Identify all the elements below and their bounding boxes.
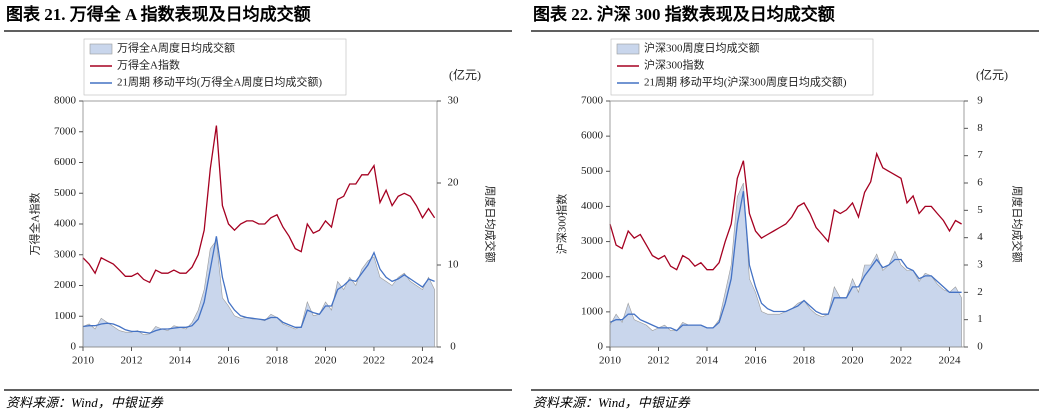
x-tick-label: 2016 <box>744 355 767 367</box>
legend-label: 万得全A周度日均成交额 <box>117 41 235 55</box>
y-tick-label: 6000 <box>581 130 604 142</box>
x-tick-label: 2024 <box>411 355 434 367</box>
y-tick-label: 5000 <box>581 165 604 177</box>
y-tick-label: 6000 <box>54 156 77 168</box>
y-tick-label: 1000 <box>581 305 604 317</box>
y2-unit: (亿元) <box>976 67 1008 82</box>
chart-title: 图表 21. 万得全 A 指数表现及日均成交额 <box>6 4 311 24</box>
x-tick-label: 2022 <box>363 355 385 367</box>
x-tick-label: 2010 <box>72 355 95 367</box>
y2-tick-label: 3 <box>977 259 983 271</box>
y2-tick-label: 0 <box>977 341 983 353</box>
y2-tick-label: 30 <box>448 95 460 107</box>
index-line <box>82 125 436 284</box>
x-tick-label: 2018 <box>793 355 816 367</box>
y-axis-label: 万得全A指数 <box>28 193 42 256</box>
legend-label: 21周期 移动平均(沪深300周度日均成交额) <box>644 75 847 89</box>
x-tick-label: 2012 <box>647 355 669 367</box>
y2-tick-label: 2 <box>977 286 983 298</box>
x-tick-label: 2020 <box>841 355 864 367</box>
y2-tick-label: 1 <box>977 313 983 325</box>
y2-tick-label: 5 <box>977 204 983 216</box>
y2-tick-label: 6 <box>977 177 983 189</box>
x-tick-label: 2010 <box>599 355 622 367</box>
y-tick-label: 7000 <box>581 95 604 107</box>
source-note: 资料来源：Wind，中银证券 <box>533 395 691 410</box>
y2-axis-label: 周度日均成交额 <box>483 186 497 263</box>
y-tick-label: 8000 <box>54 95 77 107</box>
y2-tick-label: 7 <box>977 149 983 161</box>
y-tick-label: 3000 <box>54 248 77 260</box>
legend-frame <box>83 38 347 96</box>
x-tick-label: 2014 <box>169 355 192 367</box>
legend-label: 21周期 移动平均(万得全A周度日均成交额) <box>117 75 322 89</box>
y-tick-label: 2000 <box>54 279 77 291</box>
y-tick-label: 5000 <box>54 187 77 199</box>
y-tick-label: 2000 <box>581 270 604 282</box>
ma-line <box>82 236 435 334</box>
y2-unit: (亿元) <box>449 67 481 82</box>
y2-tick-label: 9 <box>977 95 983 107</box>
y-tick-label: 7000 <box>54 125 77 137</box>
source-note: 资料来源：Wind，中银证券 <box>6 395 164 410</box>
y2-tick-label: 10 <box>448 259 460 271</box>
y-tick-label: 0 <box>71 341 77 353</box>
x-tick-label: 2020 <box>314 355 337 367</box>
y2-tick-label: 0 <box>450 341 456 353</box>
x-tick-label: 2022 <box>890 355 912 367</box>
ma-line <box>609 191 962 332</box>
x-tick-label: 2024 <box>938 355 961 367</box>
x-tick-label: 2014 <box>696 355 719 367</box>
y2-tick-label: 20 <box>448 177 460 189</box>
y2-tick-label: 4 <box>977 231 983 243</box>
y-tick-label: 3000 <box>581 235 604 247</box>
y-tick-label: 4000 <box>581 200 604 212</box>
legend-label: 沪深300指数 <box>644 58 705 72</box>
y-axis-label: 沪深300指数 <box>555 194 569 255</box>
legend-frame <box>610 38 874 96</box>
y2-tick-label: 8 <box>977 122 983 134</box>
legend-label: 万得全A指数 <box>117 58 180 72</box>
legend-swatch <box>616 43 640 55</box>
legend-label: 沪深300周度日均成交额 <box>644 41 760 55</box>
y-tick-label: 4000 <box>54 218 77 230</box>
x-tick-label: 2016 <box>217 355 240 367</box>
x-tick-label: 2012 <box>120 355 142 367</box>
y2-axis-label: 周度日均成交额 <box>1010 186 1024 263</box>
turnover-area <box>82 239 435 348</box>
turnover-area <box>609 182 962 348</box>
plot-frame <box>609 100 965 348</box>
legend-swatch <box>89 43 113 55</box>
x-tick-label: 2018 <box>266 355 289 367</box>
y-tick-label: 1000 <box>54 310 77 322</box>
chart-title: 图表 22. 沪深 300 指数表现及日均成交额 <box>533 4 835 24</box>
index-line <box>609 151 962 271</box>
y-tick-label: 0 <box>598 341 604 353</box>
